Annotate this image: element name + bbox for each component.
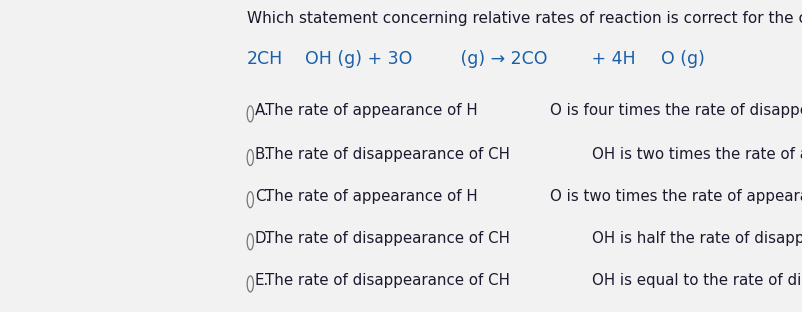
Text: E.: E. (255, 274, 269, 289)
Text: The rate of appearance of H: The rate of appearance of H (265, 189, 477, 204)
Text: The rate of appearance of H: The rate of appearance of H (265, 104, 477, 119)
Text: D.: D. (255, 232, 271, 246)
Text: OH is equal to the rate of disappearance of O: OH is equal to the rate of disappearance… (592, 274, 802, 289)
Text: OH is half the rate of disappearance of CO: OH is half the rate of disappearance of … (592, 232, 802, 246)
Text: B.: B. (255, 147, 270, 162)
Text: O is two times the rate of appearance of CO: O is two times the rate of appearance of… (550, 189, 802, 204)
Text: Which statement concerning relative rates of reaction is correct for the chemica: Which statement concerning relative rate… (247, 11, 802, 26)
Text: OH is two times the rate of appearance of H: OH is two times the rate of appearance o… (592, 147, 802, 162)
Text: O is four times the rate of disappearance of CH: O is four times the rate of disappearanc… (550, 104, 802, 119)
Text: OH (g) + 3O: OH (g) + 3O (305, 50, 412, 68)
Text: O (g): O (g) (661, 50, 705, 68)
Text: + 4H: + 4H (585, 50, 635, 68)
Text: The rate of disappearance of CH: The rate of disappearance of CH (265, 147, 509, 162)
Text: The rate of disappearance of CH: The rate of disappearance of CH (265, 232, 509, 246)
Text: 2CH: 2CH (247, 50, 283, 68)
Text: A.: A. (255, 104, 269, 119)
Text: C.: C. (255, 189, 270, 204)
Text: The rate of disappearance of CH: The rate of disappearance of CH (265, 274, 509, 289)
Text: (g) → 2CO: (g) → 2CO (455, 50, 547, 68)
